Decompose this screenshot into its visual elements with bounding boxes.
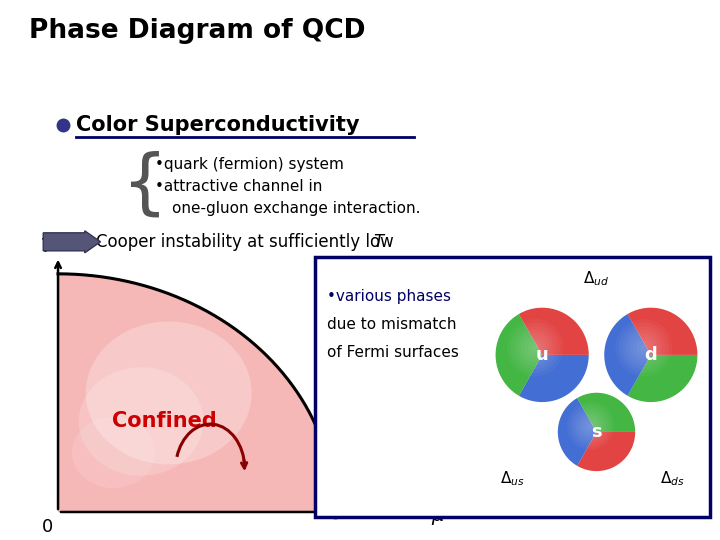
Wedge shape [557, 397, 596, 467]
Text: one-gluon exchange interaction.: one-gluon exchange interaction. [171, 201, 420, 217]
Wedge shape [518, 307, 590, 355]
Wedge shape [518, 355, 590, 403]
Wedge shape [603, 313, 651, 396]
Text: Confined: Confined [112, 411, 217, 431]
FancyArrow shape [43, 231, 101, 253]
Wedge shape [577, 392, 636, 432]
FancyBboxPatch shape [315, 257, 710, 517]
Text: Cooper instability at sufficiently low: Cooper instability at sufficiently low [96, 233, 399, 251]
Text: •various phases: •various phases [327, 289, 451, 305]
Wedge shape [627, 355, 698, 403]
Text: u: u [536, 346, 549, 364]
Text: Phase Diagram of QCD: Phase Diagram of QCD [29, 18, 365, 44]
Text: $\Delta_{ud}$: $\Delta_{ud}$ [583, 269, 610, 288]
Text: Color SC: Color SC [379, 425, 464, 443]
Text: of Fermi surfaces: of Fermi surfaces [327, 346, 459, 360]
Wedge shape [577, 432, 636, 472]
Text: $\Delta_{us}$: $\Delta_{us}$ [500, 470, 525, 488]
Ellipse shape [78, 367, 203, 476]
Ellipse shape [86, 321, 252, 464]
Text: •attractive channel in: •attractive channel in [155, 179, 323, 194]
Text: due to mismatch: due to mismatch [327, 318, 456, 332]
Text: $\Delta_{ds}$: $\Delta_{ds}$ [660, 470, 685, 488]
Wedge shape [627, 307, 698, 355]
Text: μ: μ [431, 507, 444, 525]
Text: {: { [122, 150, 168, 219]
Text: T: T [373, 233, 383, 251]
Wedge shape [495, 313, 542, 396]
Text: •quark (fermion) system: •quark (fermion) system [155, 157, 343, 172]
Ellipse shape [72, 417, 155, 488]
Polygon shape [335, 382, 422, 512]
Text: T: T [40, 237, 52, 256]
Text: s: s [591, 423, 602, 441]
Text: d: d [644, 346, 657, 364]
Text: 0: 0 [42, 518, 53, 536]
Text: Color Superconductivity: Color Superconductivity [76, 114, 359, 135]
Polygon shape [58, 274, 335, 512]
